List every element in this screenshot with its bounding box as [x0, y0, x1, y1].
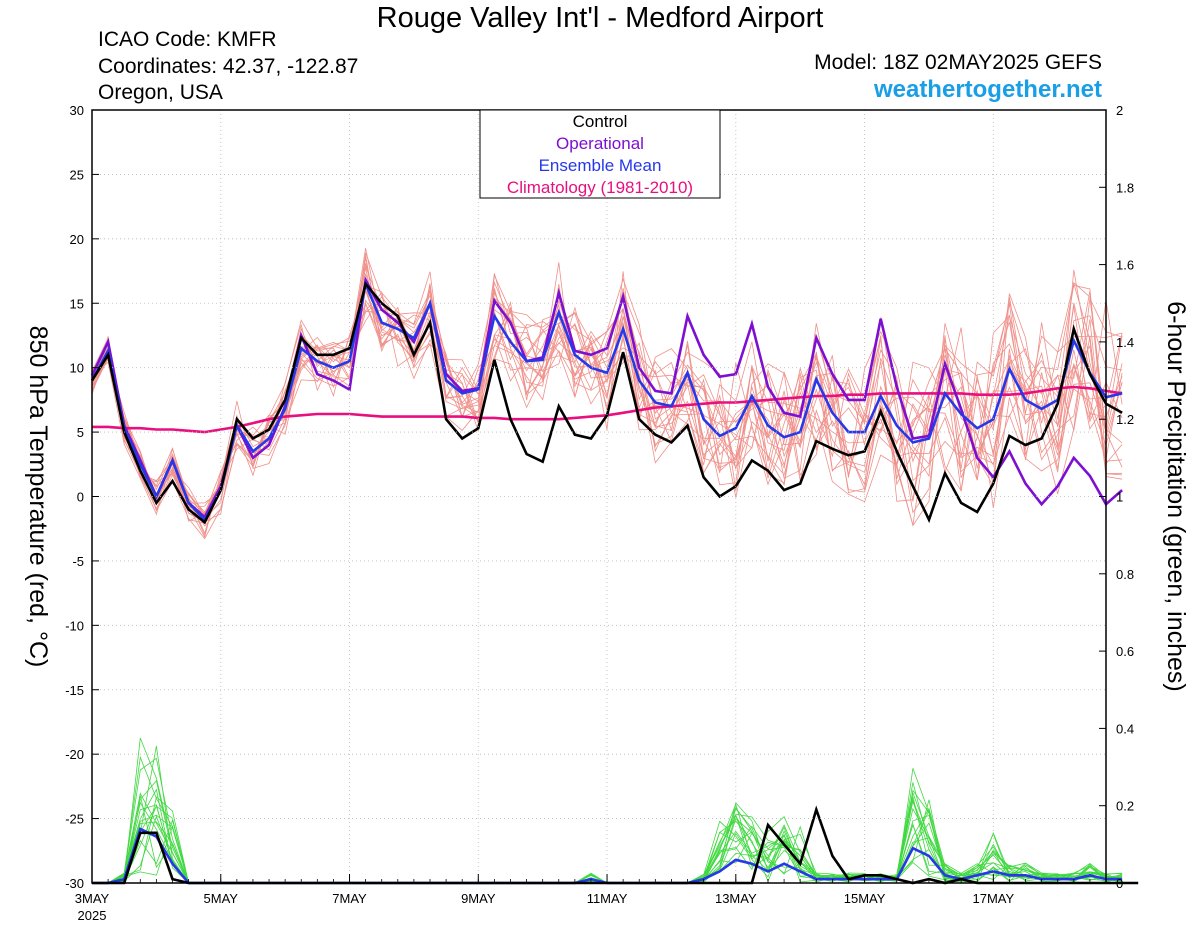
y-right-tick-label: 1: [1116, 490, 1123, 505]
y-right-tick-label: 0.6: [1116, 644, 1134, 659]
x-tick-label: 9MAY: [461, 891, 496, 906]
x-tick-label: 13MAY: [715, 891, 757, 906]
temp-mean-line: [90, 279, 1123, 522]
y-right-tick-label: 1.2: [1116, 412, 1134, 427]
x-tick-label: 11MAY: [587, 891, 628, 906]
legend-control: Control: [573, 112, 628, 131]
y-left-tick-label: -15: [65, 683, 84, 698]
y-left-tick-label: 20: [70, 232, 84, 247]
y-left-tick-label: 15: [70, 296, 84, 311]
coordinates: Coordinates: 42.37, -122.87: [98, 55, 359, 78]
y-right-tick-label: 1.8: [1116, 180, 1134, 195]
y-left-tick-label: -20: [65, 747, 84, 762]
precipitation-member-line: [92, 768, 1123, 884]
x-tick-label: 17MAY: [972, 891, 1014, 906]
precipitation-member-line: [92, 782, 1123, 884]
y-right-tick-label: 1.4: [1116, 335, 1134, 350]
y-right-tick-label: 2: [1116, 103, 1123, 118]
temperature-member-line: [91, 286, 1123, 515]
y-left-tick-label: -5: [72, 554, 84, 569]
precipitation-member-line: [92, 779, 1123, 884]
x-tick-label: 3MAY: [75, 891, 110, 906]
precipitation-member-line: [92, 757, 1123, 884]
temperature-member-line: [91, 288, 1123, 535]
axes: 302520151050-5-10-15-20-25-3021.81.61.41…: [24, 103, 1190, 923]
y-right-tick-label: 0: [1116, 876, 1123, 891]
x-tick-label: 5MAY: [204, 891, 239, 906]
y-left-tick-label: 30: [70, 103, 84, 118]
y-right-tick-label: 1.6: [1116, 258, 1134, 273]
x-tick-sublabel: 2025: [78, 908, 107, 923]
temperature-member-line: [91, 263, 1123, 514]
temperature-member-line: [91, 262, 1123, 527]
x-tick-label: 15MAY: [844, 891, 886, 906]
temperature-member-line: [91, 264, 1123, 519]
temperature-member-line: [91, 285, 1123, 522]
legend-climatology: Climatology (1981-2010): [507, 178, 693, 197]
chart-title: Rouge Valley Int'l - Medford Airport: [376, 2, 824, 34]
precipitation-member-line: [92, 788, 1123, 884]
temp-operational-line: [90, 276, 1123, 520]
y-left-tick-label: -25: [65, 812, 84, 827]
y-left-tick-label: 25: [70, 167, 84, 182]
ensemble-members: [91, 248, 1123, 884]
site-brand: weathertogether.net: [873, 76, 1102, 103]
legend-operational: Operational: [556, 134, 644, 153]
legend-ensemble-mean: Ensemble Mean: [539, 156, 662, 175]
temperature-member-line: [91, 299, 1123, 510]
y-left-axis-label: 850 hPa Temperature (red, °C): [24, 326, 52, 668]
y-right-tick-label: 0.4: [1116, 721, 1134, 736]
x-tick-label: 7MAY: [332, 891, 367, 906]
y-right-axis-label: 6-hour Precipitation (green, inches): [1162, 301, 1190, 691]
y-right-tick-label: 0.8: [1116, 567, 1134, 582]
temp-control-line: [90, 281, 1123, 525]
y-left-tick-label: -10: [65, 618, 84, 633]
icao-code: ICAO Code: KMFR: [98, 28, 277, 51]
y-left-tick-label: 5: [77, 425, 84, 440]
legend: Control Operational Ensemble Mean Climatolo…: [479, 109, 721, 199]
y-left-tick-label: 10: [70, 361, 84, 376]
legend-box: [479, 109, 721, 199]
precipitation-member-line: [92, 755, 1123, 884]
model-run: Model: 18Z 02MAY2025 GEFS: [814, 51, 1102, 74]
y-left-tick-label: -30: [65, 876, 84, 891]
y-right-tick-label: 0.2: [1116, 799, 1134, 814]
location: Oregon, USA: [98, 81, 223, 104]
y-left-tick-label: 0: [77, 490, 84, 505]
